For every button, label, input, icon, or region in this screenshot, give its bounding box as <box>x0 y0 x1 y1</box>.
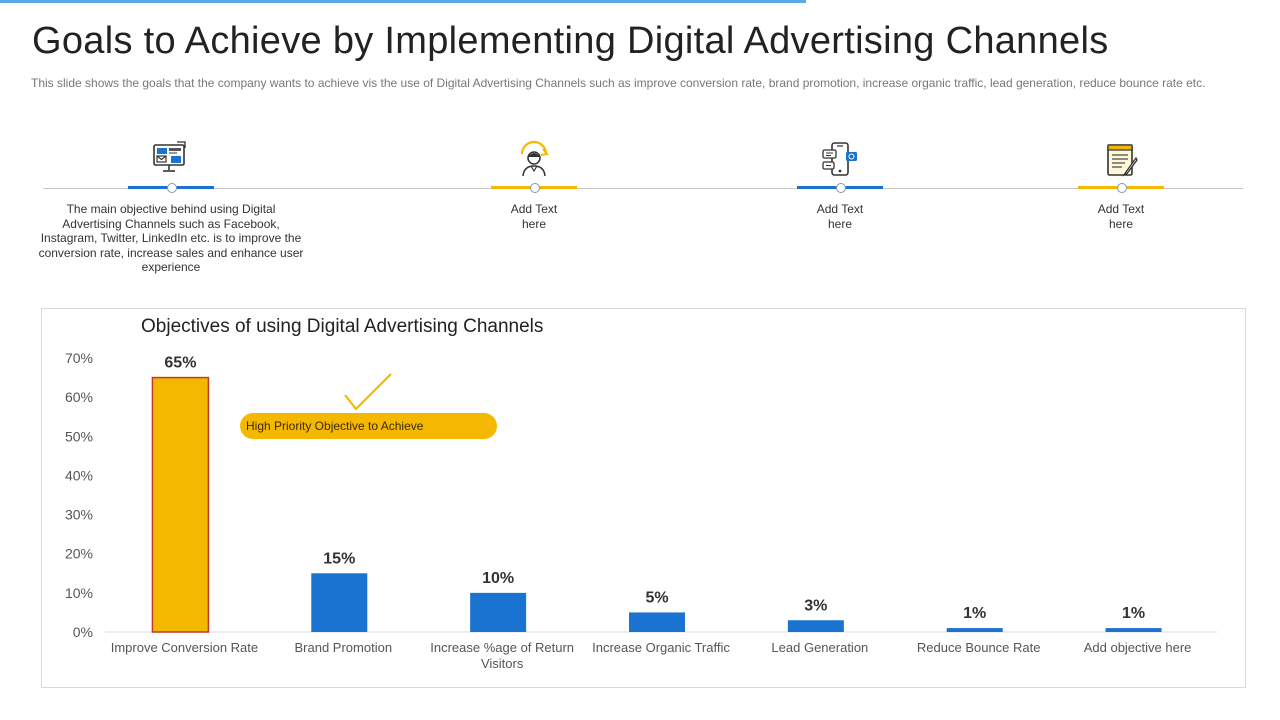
value-label-2: 15% <box>323 550 355 567</box>
bars <box>151 376 1162 633</box>
category-label-2: Brand Promotion <box>295 640 393 655</box>
high-priority-callout: High Priority Objective to Achieve <box>240 413 497 439</box>
bar-4 <box>629 612 685 632</box>
bar-2 <box>311 573 368 632</box>
value-label-1: 65% <box>164 355 196 372</box>
mobile-messaging-icon <box>820 140 860 180</box>
page-subtitle: This slide shows the goals that the comp… <box>31 76 1206 90</box>
digital-marketing-icon <box>151 140 191 180</box>
category-label-4: Increase Organic Traffic <box>592 640 730 655</box>
y-tick-label: 70% <box>65 350 93 366</box>
timeline-dot-3 <box>836 183 846 193</box>
value-labels: 65% 15% 10% 5% 3% 1% 1% <box>164 355 1145 623</box>
timeline-dot-2 <box>530 183 540 193</box>
category-label-1: Improve Conversion Rate <box>111 640 258 655</box>
chart-title: Objectives of using Digital Advertising … <box>141 316 544 337</box>
bar-6 <box>946 628 1003 632</box>
y-tick-label: 0% <box>73 624 93 640</box>
page-title: Goals to Achieve by Implementing Digital… <box>32 20 1109 62</box>
value-label-4: 5% <box>645 589 668 606</box>
category-label-3: Increase %age of Return Visitors <box>430 640 574 671</box>
value-label-6: 1% <box>963 605 986 622</box>
timeline-text-2: Add Text here <box>510 202 558 231</box>
checkmark-icon <box>344 373 392 411</box>
bar-1 <box>151 376 210 633</box>
bar-5 <box>787 620 844 632</box>
category-label-6: Reduce Bounce Rate <box>917 640 1041 655</box>
timeline-line <box>43 188 1243 189</box>
timeline-dot-4 <box>1117 183 1127 193</box>
timeline-dot-1 <box>167 183 177 193</box>
value-label-5: 3% <box>804 597 827 614</box>
customer-support-icon <box>514 140 554 180</box>
bar-3 <box>470 592 527 632</box>
y-tick-label: 50% <box>65 428 93 444</box>
value-label-7: 1% <box>1122 605 1145 622</box>
category-labels: Improve Conversion Rate Brand Promotion In… <box>111 640 1192 671</box>
y-tick-label: 10% <box>65 585 93 601</box>
y-tick-label: 30% <box>65 507 93 523</box>
category-label-5: Lead Generation <box>771 640 868 655</box>
timeline-text-4: Add Text here <box>1097 202 1145 231</box>
timeline-text-1: The main objective behind using Digital … <box>38 202 304 274</box>
category-label-7: Add objective here <box>1084 640 1192 655</box>
y-axis-ticks: 0% 10% 20% 30% 40% 50% 60% 70% <box>65 350 93 640</box>
timeline-text-3: Add Text here <box>816 202 864 231</box>
y-tick-label: 20% <box>65 546 93 562</box>
y-tick-label: 40% <box>65 467 93 483</box>
top-accent-bar <box>0 0 806 3</box>
value-label-3: 10% <box>482 570 514 587</box>
y-tick-label: 60% <box>65 389 93 405</box>
bar-7 <box>1105 628 1162 632</box>
notepad-pencil-icon <box>1101 140 1141 180</box>
